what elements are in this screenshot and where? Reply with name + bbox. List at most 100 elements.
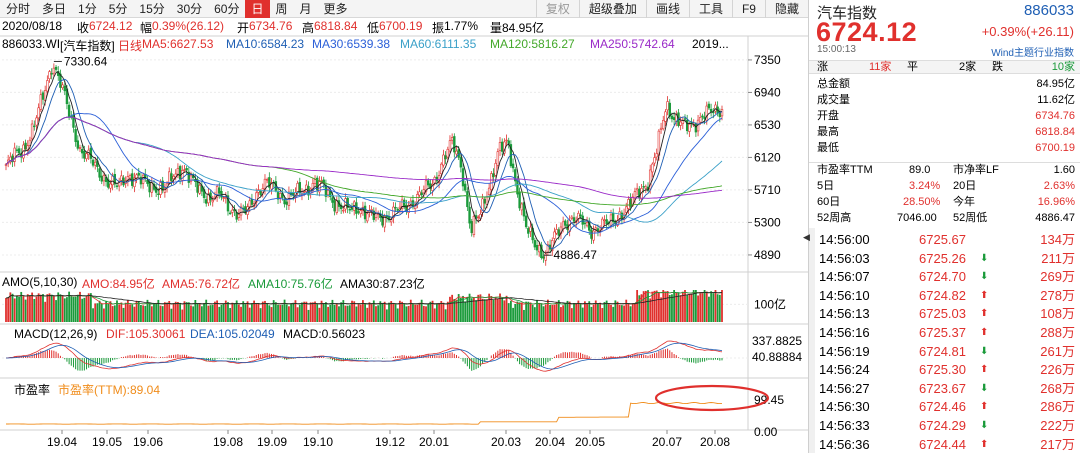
volume-bar	[140, 305, 142, 322]
volume-bar	[573, 303, 575, 322]
volume-bar	[192, 306, 195, 322]
volume-bar	[50, 294, 53, 322]
volume-bar	[39, 294, 42, 322]
period-tab-60min[interactable]: 60分	[214, 1, 240, 16]
draw-line-button[interactable]: 画线	[645, 0, 689, 18]
volume-bar	[492, 299, 495, 322]
trade-row: 14:56:33 6724.29 ⬇ 222万	[809, 416, 1080, 435]
candle-body	[448, 140, 452, 152]
overlay-button[interactable]: 超级叠加	[578, 0, 646, 18]
volume-bar	[677, 292, 680, 322]
volume-bar	[692, 290, 695, 322]
ma-legend-code: 886033.WI	[2, 37, 61, 51]
adjust-button[interactable]: 复权	[535, 0, 579, 18]
info-open-value: 6734.76	[249, 19, 293, 33]
hide-button[interactable]: 隐藏	[764, 0, 808, 18]
volume-bar	[605, 300, 608, 322]
price-tick-label: 5300	[754, 215, 781, 229]
candle-body	[305, 184, 308, 192]
quote-value-open: 6734.76	[1035, 110, 1075, 122]
x-tick-label: 19.09	[257, 435, 287, 449]
candle-body	[707, 103, 711, 109]
kline-chart[interactable]: 7350 6940 6530 6120 5710 5300 4890 7330.64 4886.…	[0, 0, 808, 453]
rise-count: 11家	[869, 61, 892, 73]
quote-source[interactable]: Wind主题行业指数	[991, 48, 1074, 59]
quote-name: 汽车指数	[817, 5, 878, 22]
volume-bar	[501, 298, 504, 322]
volume-bar	[479, 294, 482, 322]
volume-bar	[281, 304, 284, 322]
period-tab-30min[interactable]: 30分	[176, 1, 203, 16]
trade-scrollbar[interactable]	[809, 228, 815, 453]
volume-bar	[466, 296, 469, 322]
volume-bar	[634, 303, 636, 322]
candle-body	[109, 183, 112, 189]
period-tab-1min[interactable]: 1分	[78, 1, 97, 16]
period-tab-day[interactable]: 日	[245, 0, 270, 18]
period-tab-month[interactable]: 月	[299, 1, 312, 16]
candle-body	[196, 179, 199, 193]
volume-bar	[172, 303, 175, 322]
candle-body	[13, 147, 16, 162]
trade-volume: 211万	[1041, 250, 1075, 266]
arrow-up-icon: ⬆	[980, 327, 989, 338]
period-tab-intraday[interactable]: 分时	[6, 1, 31, 16]
volume-bar	[649, 298, 652, 322]
candle-body	[666, 101, 669, 111]
volume-bar	[640, 294, 643, 322]
period-tab-week[interactable]: 周	[275, 1, 288, 16]
candle-body	[67, 104, 71, 117]
candle-body	[157, 193, 160, 195]
candle-body	[187, 171, 191, 183]
period-tab-15min[interactable]: 15分	[139, 1, 165, 16]
candle-body	[80, 149, 84, 154]
volume-bar	[105, 301, 108, 322]
pe-legend-value: 市盈率(TTM):89.04	[58, 383, 161, 397]
candle-body	[78, 147, 82, 149]
collapse-arrow-icon[interactable]: ◀	[803, 232, 810, 242]
quote-row-amount: 总金额 84.95亿	[809, 78, 1080, 91]
volume-bar	[177, 302, 179, 322]
candle-body	[524, 215, 528, 228]
candle-body	[668, 102, 671, 117]
period-tab-5min[interactable]: 5分	[108, 1, 128, 16]
candle-body	[248, 200, 251, 208]
candle-body	[540, 244, 543, 258]
period-tab-more[interactable]: 更多	[323, 1, 348, 16]
volume-bar	[418, 303, 421, 322]
candle-body	[492, 173, 495, 178]
volume-bar	[227, 302, 229, 322]
candle-body	[237, 214, 241, 218]
volume-bar	[126, 300, 129, 322]
volume-bar	[37, 293, 40, 322]
volume-bar	[111, 306, 114, 322]
candle-body	[496, 151, 500, 166]
volume-bar	[83, 297, 86, 322]
x-tick-label: 19.06	[133, 435, 163, 449]
trade-volume: 261万	[1040, 343, 1075, 359]
trade-price: 6723.67	[919, 380, 966, 396]
volume-bar	[344, 305, 347, 322]
volume-bar	[272, 300, 275, 322]
x-tick-label: 20.07	[652, 435, 682, 449]
candle-body	[74, 129, 77, 143]
volume-bar	[314, 301, 316, 322]
volume-bar	[231, 302, 234, 322]
candle-body	[17, 148, 21, 154]
candle-body	[511, 163, 515, 169]
tools-button[interactable]: 工具	[688, 0, 732, 18]
info-close-value: 6724.12	[89, 19, 133, 33]
volume-bar	[279, 304, 282, 322]
volume-bar	[642, 291, 645, 322]
tool-buttons: 复权 超级叠加 画线 工具 F9 隐藏	[535, 0, 808, 18]
candle-body	[85, 153, 88, 160]
candle-body	[48, 71, 51, 80]
pb-label: 市净率LF	[953, 164, 999, 176]
volume-bar	[612, 306, 615, 322]
period-tab-multiday[interactable]: 多日	[42, 1, 67, 16]
candle-body	[348, 209, 352, 211]
volume-bar	[457, 294, 460, 322]
highlight-circle	[654, 384, 770, 412]
candle-body	[83, 150, 86, 159]
f9-button[interactable]: F9	[731, 0, 765, 18]
